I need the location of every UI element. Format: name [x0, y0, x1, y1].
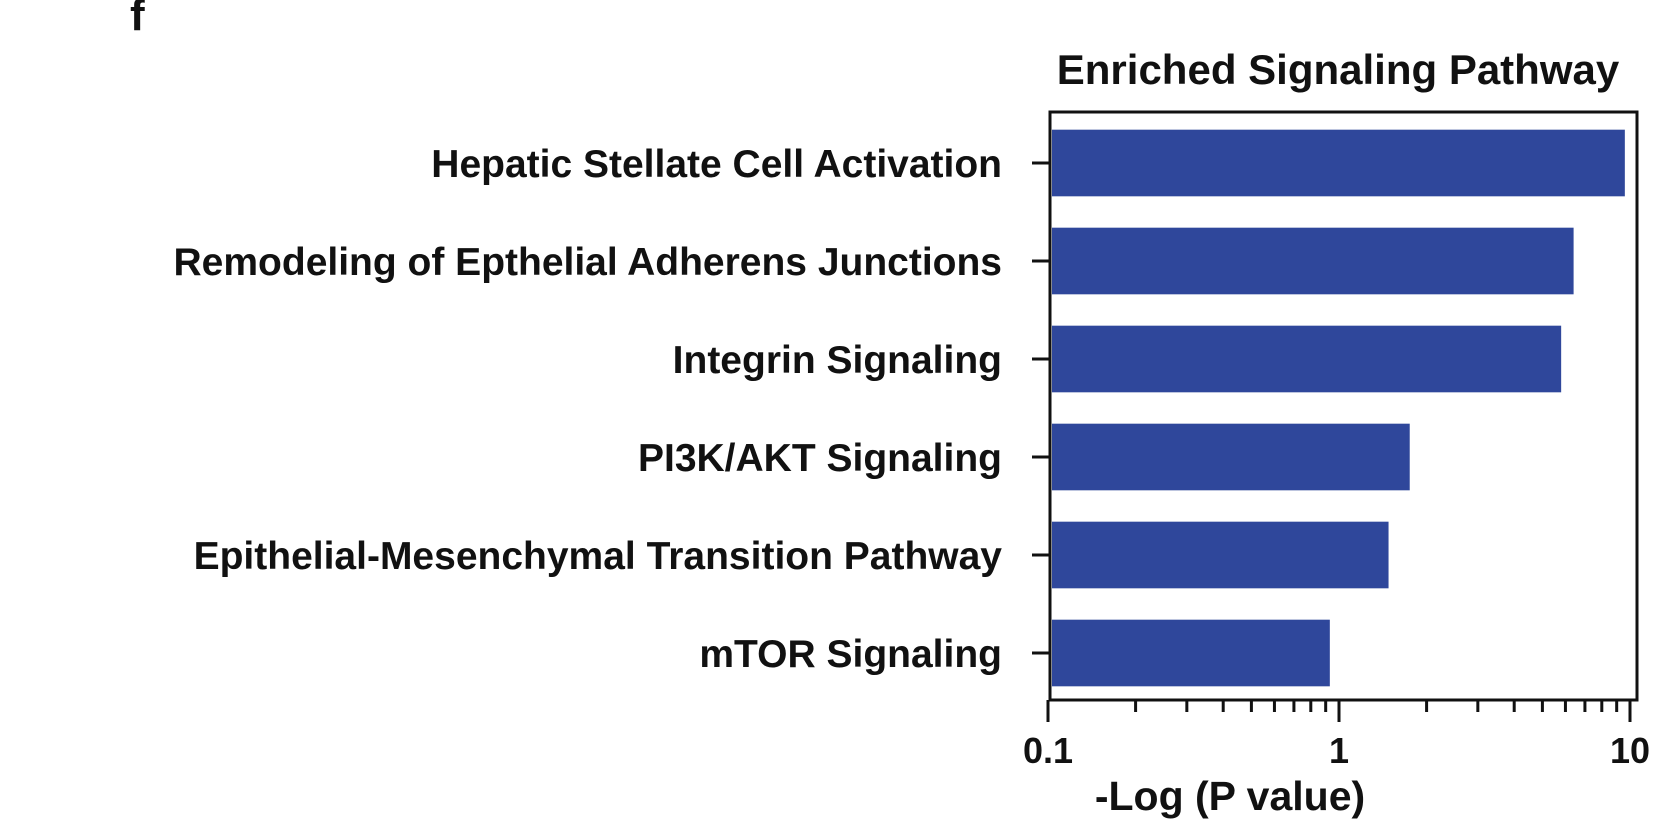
- x-tick-label: 0.1: [1023, 730, 1073, 771]
- category-label: Integrin Signaling: [673, 339, 1002, 382]
- category-label: Hepatic Stellate Cell Activation: [431, 143, 1002, 186]
- bar: [1052, 325, 1562, 393]
- plot-frame: [1048, 110, 1639, 702]
- category-label: mTOR Signaling: [699, 633, 1002, 676]
- bar: [1052, 423, 1410, 491]
- x-axis-title: -Log (P value): [1095, 773, 1365, 819]
- x-axis: 0.1 1 10: [1023, 700, 1650, 771]
- bar: [1052, 227, 1574, 295]
- category-label: PI3K/AKT Signaling: [638, 437, 1002, 480]
- x-tick-label: 1: [1329, 730, 1349, 771]
- bar: [1052, 619, 1330, 687]
- category-label: Remodeling of Epthelial Adherens Junctio…: [174, 241, 1002, 284]
- category-label: Epithelial-Mesenchymal Transition Pathwa…: [194, 535, 1003, 578]
- bars-group: [1052, 129, 1625, 687]
- category-labels-group: Hepatic Stellate Cell Activation Remodeli…: [174, 143, 1003, 676]
- x-tick-label: 10: [1610, 730, 1650, 771]
- panel-label: f: [130, 0, 145, 40]
- chart-title: Enriched Signaling Pathway: [1057, 46, 1620, 93]
- y-axis-ticks: [1032, 161, 1050, 655]
- bar: [1052, 129, 1625, 197]
- bar: [1052, 521, 1389, 589]
